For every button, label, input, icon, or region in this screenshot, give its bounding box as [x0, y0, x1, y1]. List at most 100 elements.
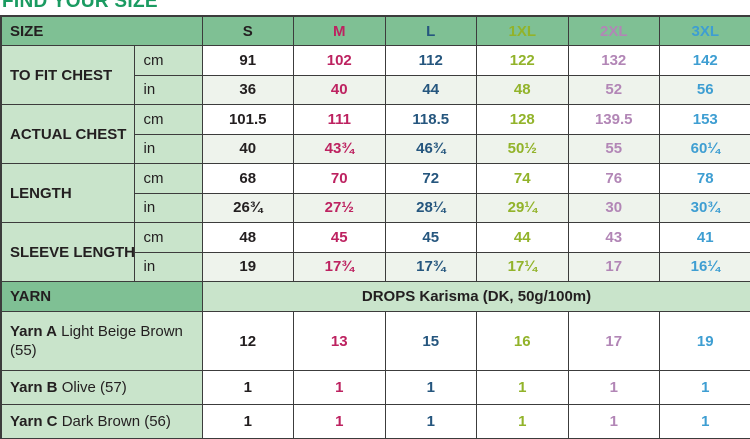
value-cell: 1: [660, 405, 750, 439]
value-cell: 118.5: [385, 105, 477, 135]
value-cell: 1: [568, 371, 660, 405]
value-cell: 45: [385, 223, 477, 253]
value-cell: 12: [202, 312, 294, 371]
size-table: SIZE S M L 1XL 2XL 3XL TO FIT CHEST cm 9…: [0, 15, 750, 439]
yarn-b-color: Olive (57): [58, 379, 127, 396]
value-cell: 55: [568, 134, 660, 164]
value-cell: 40: [294, 75, 386, 105]
value-cell: 112: [385, 46, 477, 76]
size-col-header-2xl: 2XL: [568, 16, 660, 46]
value-cell: 48: [202, 223, 294, 253]
value-cell: 30: [568, 193, 660, 223]
yarn-a-row: Yarn A Light Beige Brown (55) 12 13 15 1…: [1, 312, 750, 371]
to-fit-chest-cm-row: TO FIT CHEST cm 91 102 112 122 132 142: [1, 46, 750, 76]
row-label-sleeve-length: SLEEVE LENGTH: [1, 223, 134, 282]
value-cell: 1: [568, 405, 660, 439]
value-cell: 46¾: [385, 134, 477, 164]
value-cell: 27½: [294, 193, 386, 223]
value-cell: 41: [660, 223, 750, 253]
value-cell: 142: [660, 46, 750, 76]
yarn-c-name: Yarn C: [10, 413, 58, 430]
yarn-header-row: YARN DROPS Karisma (DK, 50g/100m): [1, 282, 750, 312]
yarn-a-label: Yarn A Light Beige Brown (55): [1, 312, 202, 371]
yarn-b-row: Yarn B Olive (57) 1 1 1 1 1 1: [1, 371, 750, 405]
value-cell: 1: [385, 371, 477, 405]
size-header-row: SIZE S M L 1XL 2XL 3XL: [1, 16, 750, 46]
value-cell: 68: [202, 164, 294, 194]
value-cell: 45: [294, 223, 386, 253]
value-cell: 1: [294, 405, 386, 439]
value-cell: 48: [477, 75, 569, 105]
size-col-header-3xl: 3XL: [660, 16, 750, 46]
value-cell: 29¼: [477, 193, 569, 223]
value-cell: 56: [660, 75, 750, 105]
value-cell: 26¾: [202, 193, 294, 223]
row-label-to-fit-chest: TO FIT CHEST: [1, 46, 134, 105]
unit-cell-in: in: [134, 75, 202, 105]
value-cell: 72: [385, 164, 477, 194]
yarn-a-name: Yarn A: [10, 323, 57, 340]
value-cell: 40: [202, 134, 294, 164]
value-cell: 13: [294, 312, 386, 371]
value-cell: 36: [202, 75, 294, 105]
yarn-c-row: Yarn C Dark Brown (56) 1 1 1 1 1 1: [1, 405, 750, 439]
value-cell: 17: [568, 252, 660, 282]
row-label-length: LENGTH: [1, 164, 134, 223]
title-strip: FIND YOUR SIZE: [0, 0, 750, 15]
value-cell: 43: [568, 223, 660, 253]
unit-cell-cm: cm: [134, 105, 202, 135]
value-cell: 52: [568, 75, 660, 105]
unit-cell-cm: cm: [134, 223, 202, 253]
value-cell: 91: [202, 46, 294, 76]
unit-cell-in: in: [134, 193, 202, 223]
value-cell: 101.5: [202, 105, 294, 135]
value-cell: 111: [294, 105, 386, 135]
size-col-header-l: L: [385, 16, 477, 46]
unit-cell-cm: cm: [134, 164, 202, 194]
value-cell: 16: [477, 312, 569, 371]
value-cell: 78: [660, 164, 750, 194]
sleeve-length-cm-row: SLEEVE LENGTH cm 48 45 45 44 43 41: [1, 223, 750, 253]
value-cell: 1: [385, 405, 477, 439]
length-cm-row: LENGTH cm 68 70 72 74 76 78: [1, 164, 750, 194]
page-title: FIND YOUR SIZE: [2, 0, 750, 13]
value-cell: 44: [385, 75, 477, 105]
value-cell: 17¾: [294, 252, 386, 282]
yarn-header-label: YARN: [1, 282, 202, 312]
value-cell: 15: [385, 312, 477, 371]
value-cell: 30¾: [660, 193, 750, 223]
value-cell: 17¾: [385, 252, 477, 282]
value-cell: 28¼: [385, 193, 477, 223]
yarn-c-color: Dark Brown (56): [58, 413, 171, 430]
value-cell: 50½: [477, 134, 569, 164]
value-cell: 122: [477, 46, 569, 76]
row-label-actual-chest: ACTUAL CHEST: [1, 105, 134, 164]
unit-cell-in: in: [134, 252, 202, 282]
value-cell: 19: [660, 312, 750, 371]
value-cell: 74: [477, 164, 569, 194]
value-cell: 1: [294, 371, 386, 405]
value-cell: 17¼: [477, 252, 569, 282]
value-cell: 128: [477, 105, 569, 135]
yarn-name-cell: DROPS Karisma (DK, 50g/100m): [202, 282, 750, 312]
value-cell: 102: [294, 46, 386, 76]
value-cell: 1: [202, 405, 294, 439]
value-cell: 43¾: [294, 134, 386, 164]
size-col-header-s: S: [202, 16, 294, 46]
value-cell: 70: [294, 164, 386, 194]
size-col-header-m: M: [294, 16, 386, 46]
value-cell: 1: [660, 371, 750, 405]
value-cell: 44: [477, 223, 569, 253]
value-cell: 139.5: [568, 105, 660, 135]
value-cell: 76: [568, 164, 660, 194]
value-cell: 1: [202, 371, 294, 405]
value-cell: 1: [477, 371, 569, 405]
value-cell: 19: [202, 252, 294, 282]
unit-cell-in: in: [134, 134, 202, 164]
actual-chest-cm-row: ACTUAL CHEST cm 101.5 111 118.5 128 139.…: [1, 105, 750, 135]
size-header-label: SIZE: [1, 16, 202, 46]
size-col-header-1xl: 1XL: [477, 16, 569, 46]
value-cell: 1: [477, 405, 569, 439]
value-cell: 16¼: [660, 252, 750, 282]
yarn-c-label: Yarn C Dark Brown (56): [1, 405, 202, 439]
